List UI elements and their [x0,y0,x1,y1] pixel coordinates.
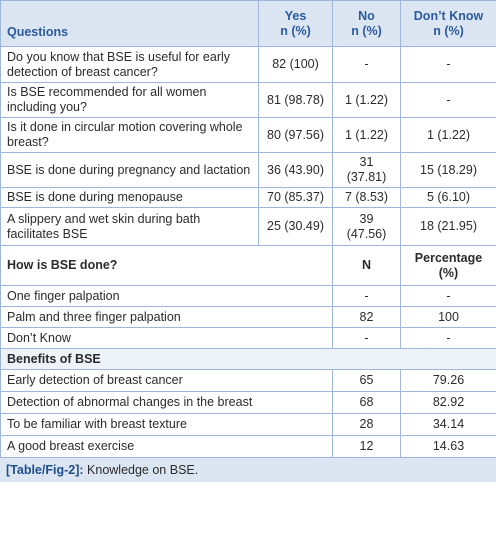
cell-line: (%) [438,265,459,280]
cell: - [400,82,496,118]
cell: BSE is done during menopause [0,187,259,208]
cell-line: No [358,8,375,23]
cell: - [332,46,401,83]
cell: 65 [332,369,401,392]
cell-line: Questions [7,25,69,39]
cell: 18 (21.95) [400,207,496,246]
cell: - [332,327,401,349]
row: Detection of abnormal changes in the bre… [0,391,496,414]
cell: 12 [332,435,401,458]
header-cell: No n (%) [332,0,401,47]
row: Is BSE recommended for all women includi… [0,82,496,118]
caption-label: [Table/Fig-2]: [6,463,84,477]
cell: To be familiar with breast texture [0,413,333,436]
cell: 1 (1.22) [332,82,401,118]
cell-line: How is BSE done? [7,258,118,272]
cell: - [400,327,496,349]
cell: 25 (30.49) [258,207,333,246]
cell-line: n (%) [433,23,464,38]
section-title: Benefits of BSE [0,348,496,370]
cell: A slippery and wet skin during bath faci… [0,207,259,246]
cell: Don’t Know [0,327,333,349]
cell: One finger palpation [0,285,333,307]
row: Benefits of BSE [0,348,496,370]
cell: BSE is done during pregnancy and lactati… [0,152,259,188]
row: Palm and three finger palpation 82 100 [0,306,496,328]
cell: 39 (47.56) [332,207,401,246]
cell: 31 (37.81) [332,152,401,188]
cell: 1 (1.22) [332,117,401,153]
cell: 81 (98.78) [258,82,333,118]
cell: Early detection of breast cancer [0,369,333,392]
row: Don’t Know - - [0,327,496,349]
cell: - [400,46,496,83]
cell: 1 (1.22) [400,117,496,153]
cell: A good breast exercise [0,435,333,458]
cell: Do you know that BSE is useful for early… [0,46,259,83]
row: A slippery and wet skin during bath faci… [0,207,496,246]
row: How is BSE done? N Percentage (%) [0,245,496,286]
cell-line: Percentage [414,250,483,265]
cell: Is it done in circular motion covering w… [0,117,259,153]
cell: Palm and three finger palpation [0,306,333,328]
caption: [Table/Fig-2]: Knowledge on BSE. [0,458,496,482]
cell: 82.92 [400,391,496,414]
row: BSE is done during menopause 70 (85.37) 7 … [0,187,496,208]
row: To be familiar with breast texture 28 34.1… [0,413,496,436]
cell: 28 [332,413,401,436]
section-header: How is BSE done? [0,245,333,286]
cell: 82 (100) [258,46,333,83]
cell: Is BSE recommended for all women includi… [0,82,259,118]
cell: 36 (43.90) [258,152,333,188]
row: BSE is done during pregnancy and lactati… [0,152,496,188]
cell: 14.63 [400,435,496,458]
row: Questions Yes n (%) No n (%) Don’t Know n (%) [0,0,496,47]
cell: 79.26 [400,369,496,392]
row: Early detection of breast cancer 65 79.26 [0,369,496,392]
header-cell: Yes n (%) [258,0,333,47]
row: A good breast exercise 12 14.63 [0,435,496,458]
cell: 70 (85.37) [258,187,333,208]
cell: 15 (18.29) [400,152,496,188]
cell: - [400,285,496,307]
cell: 80 (97.56) [258,117,333,153]
knowledge-table: Questions Yes n (%) No n (%) Don’t Know n (%) D… [0,0,496,458]
cell: Detection of abnormal changes in the bre… [0,391,333,414]
cell: 68 [332,391,401,414]
row: One finger palpation - - [0,285,496,307]
row: Is it done in circular motion covering w… [0,117,496,153]
caption-text: Knowledge on BSE. [87,463,199,477]
cell: 100 [400,306,496,328]
cell: 82 [332,306,401,328]
cell: 5 (6.10) [400,187,496,208]
cell-line: N [361,258,372,272]
cell: 7 (8.53) [332,187,401,208]
cell-line: n (%) [280,23,311,38]
header-cell: Questions [0,0,259,47]
row: Do you know that BSE is useful for early… [0,46,496,83]
section-header: N [332,245,401,286]
cell-line: Yes [284,8,307,23]
cell-line: Don’t Know [413,8,484,23]
cell-line: n (%) [351,23,382,38]
cell: - [332,285,401,307]
header-cell: Don’t Know n (%) [400,0,496,47]
section-header: Percentage (%) [400,245,496,286]
cell: 34.14 [400,413,496,436]
